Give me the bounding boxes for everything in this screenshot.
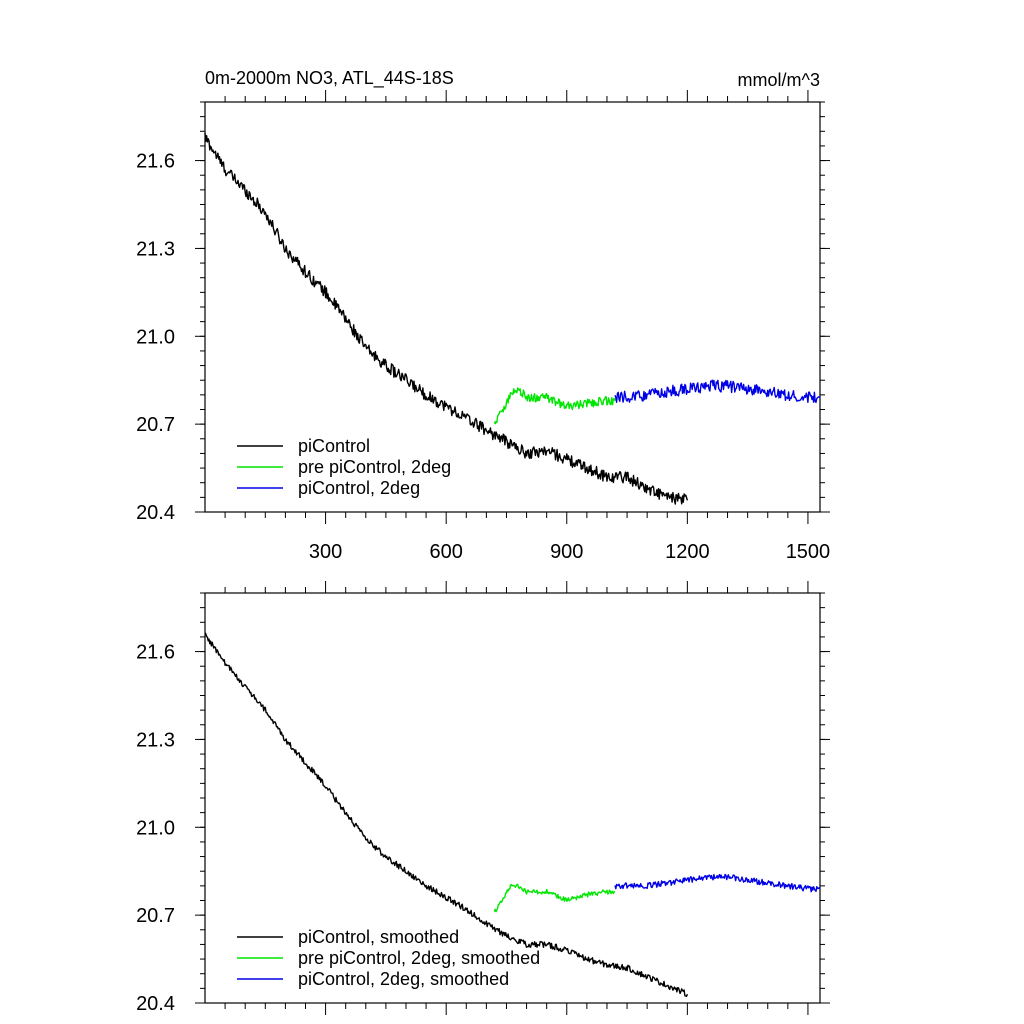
y-tick-label: 20.4 <box>136 993 175 1015</box>
legend-label: pre piControl, 2deg <box>298 457 451 477</box>
y-tick-label: 21.0 <box>136 326 175 348</box>
x-tick-label: 300 <box>309 541 342 563</box>
units-label: mmol/m^3 <box>738 70 820 90</box>
legend-label: piControl, smoothed <box>298 927 459 947</box>
y-tick-label: 20.7 <box>136 414 175 436</box>
y-tick-label: 21.0 <box>136 817 175 839</box>
legend-label: piControl, 2deg, smoothed <box>298 969 509 989</box>
series-line-picontrol <box>204 132 689 505</box>
top-panel: 20.4 20.7 21.0 21.3 21.6 300 600 900 1200 1500 piC… <box>136 90 830 563</box>
x-tick-label: 900 <box>550 541 583 563</box>
series-line-pre-picontrol-2deg <box>493 387 616 425</box>
x-tick-label: 1500 <box>786 541 831 563</box>
legend-label: piControl <box>298 436 370 456</box>
y-tick-label: 21.3 <box>136 729 175 751</box>
series-line-picontrol-2deg <box>614 379 821 404</box>
y-tick-label: 21.6 <box>136 642 175 664</box>
chart-title: 0m-2000m NO3, ATL_44S-18S <box>205 68 454 89</box>
y-tick-label: 21.3 <box>136 238 175 260</box>
legend-label: piControl, 2deg <box>298 478 420 498</box>
series-line-pre-picontrol-2deg-smoothed <box>493 883 616 913</box>
series-line-picontrol-smoothed <box>204 632 689 997</box>
y-tick-label: 20.4 <box>136 502 175 524</box>
x-tick-label: 1200 <box>665 541 710 563</box>
x-tick-label: 600 <box>429 541 462 563</box>
y-tick-label: 21.6 <box>136 151 175 173</box>
legend-label: pre piControl, 2deg, smoothed <box>298 948 540 968</box>
y-tick-label: 20.7 <box>136 905 175 927</box>
series-line-picontrol-2deg-smoothed <box>614 873 821 893</box>
